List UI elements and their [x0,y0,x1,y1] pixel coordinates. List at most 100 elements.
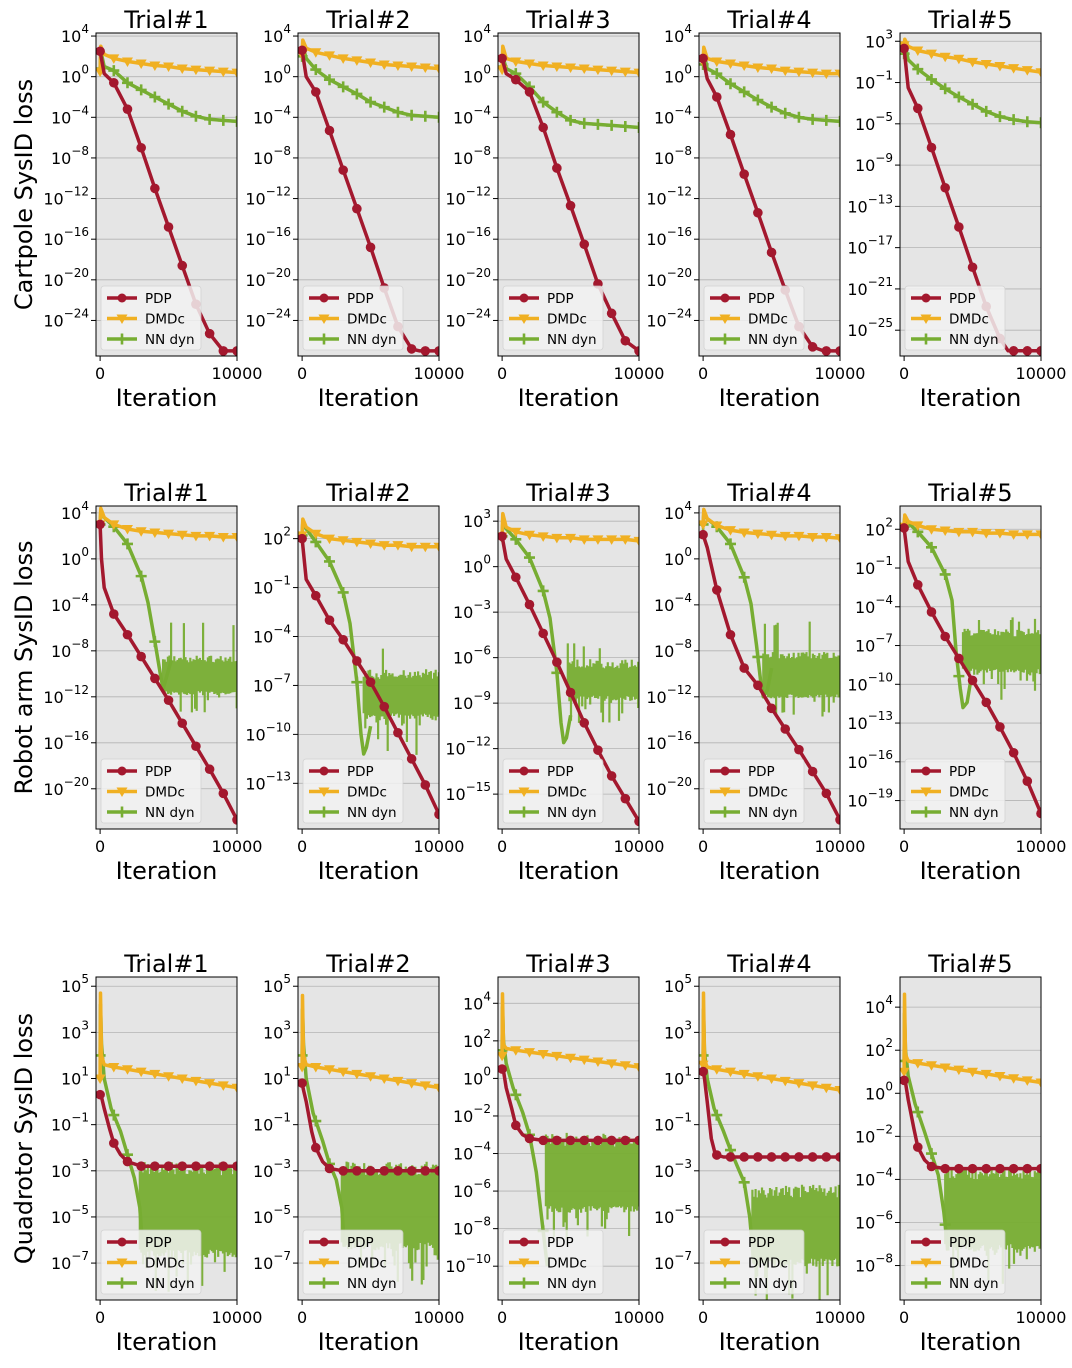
pdp-marker [406,1166,417,1176]
nn-dyn-marker [163,98,175,110]
nn-dyn-marker [392,106,404,118]
nn-dyn-marker [711,68,723,80]
y-tick-label: 10−1 [253,574,291,598]
dmdc-marker [711,1065,723,1075]
panel-title: Trial#2 [325,6,410,34]
x-axis-label: Iteration [518,1328,620,1356]
pdp-marker [711,92,722,102]
x-tick-label: 0 [497,837,507,856]
y-tick-label: 10−3 [453,598,491,622]
y-tick-label: 10−20 [43,266,89,290]
nn-dyn-marker [217,114,229,126]
y-tick-label: 101 [664,1065,692,1089]
pdp-marker [365,677,376,687]
dmdc-marker [121,57,133,67]
pdp-marker [954,1163,964,1174]
dmdc-marker [807,68,819,79]
dmdc-marker [578,64,590,75]
legend-label: DMDc [347,785,387,801]
pdp-marker [967,675,978,686]
pdp-marker [324,1163,335,1174]
axes-frame [297,32,440,357]
pdp-marker [538,122,548,133]
panel-r3-c2: 105 103 101 10−1 10−3 10−5 10−7 0 10000Iteration… [253,950,465,1356]
nn-dyn-marker [433,111,439,123]
panel-title: Trial#3 [525,479,610,507]
dmdc-marker [433,1083,439,1094]
dmdc-marker [925,525,937,535]
y-tick-label: 10−16 [445,225,491,249]
plot-area [498,44,639,356]
legend-marker [920,1258,932,1268]
legend: PDP DMDc NN dyn [302,285,404,351]
y-tick-label: 10−6 [453,644,491,668]
legend-label: NN dyn [347,805,397,821]
y-tick-label: 10−4 [453,1140,491,1164]
pdp-marker [926,142,937,153]
pdp-marker [766,247,777,258]
pdp-marker [96,46,105,57]
pdp-marker [177,1161,188,1171]
legend-marker [318,787,330,797]
pdp-marker [835,1152,840,1162]
y-tick-label: 10−1 [855,554,893,578]
dmdc-marker [994,62,1006,72]
nn-dyn-marker [592,118,604,130]
legend-label: DMDc [347,312,387,328]
legend-marker [318,314,330,324]
pdp-marker [420,780,431,790]
x-tick-label: 0 [297,1308,307,1327]
pdp-marker [310,1142,321,1153]
pdp-marker [136,1161,146,1171]
dmdc-marker [108,520,120,530]
pdp-marker [606,308,617,319]
panel-r3-c1: 105 103 101 10−1 10−3 10−5 10−7 0 10000Iteration… [51,950,263,1356]
legend-label: DMDc [949,312,989,328]
legend-marker [116,787,128,797]
y-tick-label: 10−21 [847,275,893,299]
legend-label: PDP [949,1235,976,1251]
dmdc-marker [204,1079,216,1089]
pdp-marker [821,346,832,356]
axes-frame [95,505,238,830]
legend-marker [920,787,932,797]
y-tick-label: 104 [664,499,692,523]
plot-area [699,507,840,825]
legend-label: PDP [748,291,775,307]
dmdc-marker [406,1079,418,1089]
pdp-marker [912,580,923,590]
dmdc-marker [807,1081,819,1091]
pdp-marker [981,1163,992,1174]
y-tick-label: 10−20 [43,775,89,799]
pdp-marker [699,1066,708,1077]
y-tick-label: 10−7 [855,632,893,656]
nn-dyn-marker [953,91,965,103]
panel-r2-c5: 102 10−1 10−4 10−7 10−10 10−13 10−16 10−19 0 1000… [847,479,1066,885]
x-tick-label: 10000 [414,1308,465,1327]
dmdc-marker [1035,68,1041,78]
y-tick-label: 10−12 [445,185,491,209]
dmdc-marker [135,1067,147,1078]
legend-marker [318,1277,330,1289]
legend-label: PDP [347,291,374,307]
dmdc-marker [912,521,924,531]
nn-dyn-marker [121,538,133,550]
legend-marker [920,314,932,324]
dmdc-marker [738,61,750,72]
x-tick-label: 0 [95,364,105,383]
dmdc-marker [807,533,819,543]
dmdc-marker [365,539,377,550]
pdp-marker [835,346,840,356]
pdp-marker [1008,747,1019,758]
x-tick-label: 10000 [1016,364,1067,383]
pdp-marker [379,701,390,712]
x-tick-label: 0 [497,1308,507,1327]
x-axis-label: Iteration [920,1328,1022,1356]
panel-r2-c3: 103 100 10−3 10−6 10−9 10−12 10−15 0 10000Iterat… [445,479,664,885]
y-tick-label: 100 [263,63,291,87]
pdp-marker [150,673,160,684]
pdp-marker [1036,1163,1041,1174]
nn-dyn-marker [711,1109,723,1121]
dmdc-marker [925,49,937,60]
legend-label: NN dyn [547,805,597,821]
